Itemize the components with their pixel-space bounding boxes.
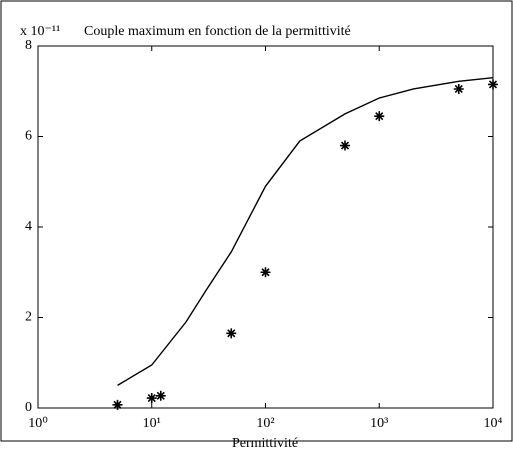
marker [488, 79, 498, 90]
x-tick-label: 10¹ [143, 416, 161, 431]
marker [374, 111, 385, 122]
curve [117, 76, 494, 386]
marker [453, 83, 464, 94]
marker [112, 399, 123, 410]
marker [155, 390, 166, 401]
x-tick-label: 10⁴ [484, 416, 503, 431]
marker [260, 267, 271, 278]
y-tick-label: 2 [25, 310, 32, 325]
marker [226, 328, 237, 339]
y-tick-label: 6 [25, 129, 32, 144]
y-tick-label: 0 [25, 400, 32, 415]
x-tick-label: 10³ [370, 416, 388, 431]
x-tick-label: 10⁰ [28, 416, 48, 431]
y-multiplier: x 10⁻¹¹ [20, 24, 60, 39]
axes-box [37, 45, 494, 409]
chart-title: Couple maximum en fonction de la permitt… [84, 24, 351, 39]
x-axis-label: Permittivité [232, 436, 298, 451]
marker [340, 140, 351, 151]
x-tick-label: 10² [256, 416, 274, 431]
y-tick-label: 4 [25, 219, 32, 234]
marker [146, 393, 157, 404]
y-tick-label: 8 [25, 38, 32, 53]
frame [0, 0, 513, 442]
